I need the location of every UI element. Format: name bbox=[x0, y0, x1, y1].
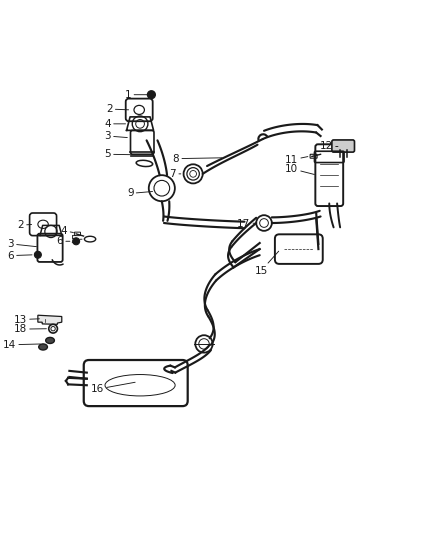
Text: 2: 2 bbox=[18, 220, 32, 230]
Text: 10: 10 bbox=[285, 164, 314, 174]
Text: 13: 13 bbox=[14, 314, 39, 325]
Text: 5: 5 bbox=[104, 149, 132, 159]
Ellipse shape bbox=[39, 344, 47, 350]
Circle shape bbox=[34, 251, 41, 258]
Text: 4: 4 bbox=[104, 119, 126, 129]
Text: 14: 14 bbox=[3, 340, 40, 350]
Text: 2: 2 bbox=[106, 104, 129, 114]
Text: 18: 18 bbox=[14, 324, 46, 334]
Polygon shape bbox=[38, 315, 62, 325]
Text: 5: 5 bbox=[71, 235, 82, 245]
Text: 3: 3 bbox=[7, 239, 36, 249]
Text: 11: 11 bbox=[285, 155, 308, 165]
Text: 6: 6 bbox=[7, 251, 32, 261]
Text: 17: 17 bbox=[237, 219, 255, 229]
Text: 4: 4 bbox=[61, 226, 74, 236]
Text: 7: 7 bbox=[170, 169, 181, 179]
Text: 3: 3 bbox=[104, 131, 127, 141]
Text: 6: 6 bbox=[57, 236, 70, 246]
Ellipse shape bbox=[46, 337, 54, 343]
Text: 8: 8 bbox=[173, 154, 222, 164]
FancyBboxPatch shape bbox=[332, 140, 354, 152]
Text: 1: 1 bbox=[125, 90, 148, 100]
Text: 16: 16 bbox=[91, 382, 135, 394]
Text: 9: 9 bbox=[127, 189, 152, 198]
Circle shape bbox=[73, 238, 80, 245]
Text: 15: 15 bbox=[254, 251, 279, 276]
Circle shape bbox=[148, 91, 155, 99]
Text: 12: 12 bbox=[320, 141, 338, 151]
